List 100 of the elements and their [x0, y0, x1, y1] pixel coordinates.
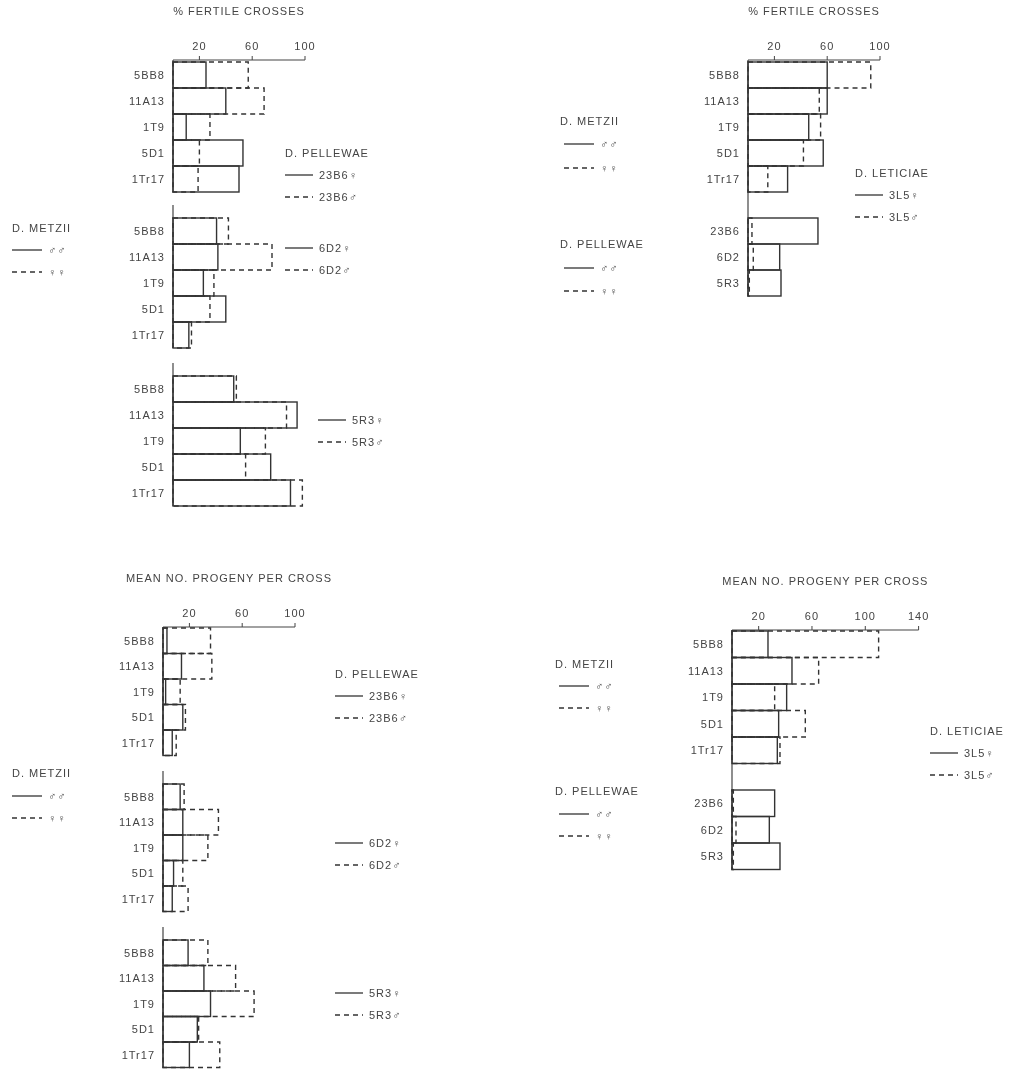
- text: ♀♀: [48, 266, 67, 278]
- y-tick-label: 11A13: [119, 660, 155, 673]
- y-tick-label: 1T9: [143, 435, 165, 447]
- legend-label: 6D2♂: [369, 859, 402, 871]
- y-tick-label: 1Tr17: [131, 173, 165, 185]
- y-tick-label: 5D1: [141, 461, 165, 473]
- y-tick-label: 5BB8: [124, 790, 155, 803]
- y-tick-label: 23B6: [710, 225, 740, 237]
- text: D. PELLEWAE: [555, 785, 639, 797]
- legend-label: 6D2♂: [319, 264, 352, 276]
- x-tick-label: 60: [245, 40, 260, 52]
- x-tick-label: 100: [869, 40, 891, 52]
- x-tick-label: 100: [854, 610, 876, 622]
- text: ♂♂: [600, 138, 619, 150]
- y-tick-label: 5D1: [700, 717, 724, 730]
- text: ♂♂: [48, 244, 67, 256]
- text: ♂♂: [48, 790, 67, 802]
- y-tick-label: 5BB8: [134, 69, 165, 81]
- legend-label: 3L5♂: [964, 769, 995, 781]
- y-tick-label: 11A13: [129, 251, 165, 263]
- y-tick-label: 5R3: [700, 850, 724, 863]
- y-tick-label: 5BB8: [693, 638, 724, 651]
- x-axis-title: % FERTILE CROSSES: [748, 5, 880, 17]
- legend-label: 5R3♂: [369, 1009, 402, 1021]
- y-tick-label: 5D1: [141, 147, 165, 159]
- text: ♀♀: [595, 702, 614, 714]
- y-tick-label: 1Tr17: [131, 329, 165, 341]
- y-tick-label: 1T9: [718, 121, 740, 133]
- y-tick-label: 5BB8: [124, 634, 155, 647]
- y-tick-label: 1Tr17: [131, 487, 165, 499]
- legend-label: 23B6♂: [369, 712, 408, 724]
- legend-title: D. PELLEWAE: [335, 668, 419, 680]
- y-tick-label: 1Tr17: [121, 1048, 155, 1061]
- legend-label: 3L5♀: [964, 747, 995, 759]
- text: ♀♀: [600, 285, 619, 297]
- legend-title: D. PELLEWAE: [285, 147, 369, 159]
- legend-label: 5R3♂: [352, 436, 385, 448]
- x-tick-label: 20: [182, 607, 197, 619]
- y-tick-label: 1T9: [143, 121, 165, 133]
- x-tick-label: 140: [907, 610, 930, 622]
- legend-label: 6D2♀: [319, 242, 352, 254]
- y-tick-label: 1T9: [702, 691, 724, 704]
- y-tick-label: 5D1: [141, 303, 165, 315]
- legend-label: 23B6♂: [319, 191, 358, 203]
- y-tick-label: 5D1: [716, 147, 740, 159]
- y-tick-label: 11A13: [704, 95, 740, 107]
- x-axis-title: MEAN NO. PROGENY PER CROSS: [125, 572, 333, 584]
- y-tick-label: 11A13: [129, 95, 165, 107]
- x-axis-title: % FERTILE CROSSES: [173, 5, 305, 17]
- legend-label: 23B6♀: [319, 169, 358, 181]
- y-tick-label: 5D1: [131, 711, 155, 724]
- text: ♀♀: [600, 162, 619, 174]
- text: D. METZII: [555, 658, 615, 670]
- x-tick-label: 60: [235, 607, 250, 619]
- y-tick-label: 1Tr17: [706, 173, 740, 185]
- y-tick-label: 5R3: [716, 277, 740, 289]
- legend-label: 5R3♀: [352, 414, 385, 426]
- y-tick-label: 5BB8: [134, 383, 165, 395]
- text: D. PELLEWAE: [560, 238, 644, 250]
- x-tick-label: 20: [751, 610, 766, 622]
- y-tick-label: 5BB8: [709, 69, 740, 81]
- legend-label: 3L5♀: [889, 189, 920, 201]
- y-tick-label: 11A13: [688, 664, 724, 677]
- legend-label: 3L5♂: [889, 211, 920, 223]
- text: D. METZII: [12, 222, 72, 234]
- y-tick-label: 5BB8: [124, 946, 155, 959]
- text: ♂♂: [600, 262, 619, 274]
- y-tick-label: 23B6: [694, 797, 724, 810]
- y-tick-label: 5D1: [131, 867, 155, 880]
- text: D. METZII: [12, 767, 72, 779]
- y-tick-label: 11A13: [119, 816, 155, 829]
- x-tick-label: 100: [284, 607, 306, 619]
- y-tick-label: 1T9: [133, 685, 155, 698]
- y-tick-label: 11A13: [119, 972, 155, 985]
- y-tick-label: 1Tr17: [690, 744, 724, 757]
- legend-title: D. LETICIAE: [930, 725, 1004, 737]
- bar: [731, 630, 880, 659]
- text: ♀♀: [595, 830, 614, 842]
- x-tick-label: 60: [820, 40, 835, 52]
- y-tick-label: 5BB8: [134, 225, 165, 237]
- y-tick-label: 1Tr17: [121, 892, 155, 905]
- legend-label: 6D2♀: [369, 837, 402, 849]
- legend-label: 23B6♀: [369, 690, 408, 702]
- x-tick-label: 60: [804, 610, 820, 622]
- text: ♂♂: [595, 680, 614, 692]
- y-tick-label: 6D2: [716, 251, 740, 263]
- legend-label: 5R3♀: [369, 987, 402, 999]
- x-tick-label: 20: [192, 40, 207, 52]
- x-tick-label: 20: [767, 40, 782, 52]
- legend-title: D. LETICIAE: [855, 167, 929, 179]
- text: ♂♂: [595, 808, 614, 820]
- y-tick-label: 1T9: [143, 277, 165, 289]
- y-tick-label: 11A13: [129, 409, 165, 421]
- y-tick-label: 1T9: [133, 997, 155, 1010]
- y-tick-label: 1T9: [133, 841, 155, 854]
- y-tick-label: 5D1: [131, 1023, 155, 1036]
- x-axis-title: MEAN NO. PROGENY PER CROSS: [722, 575, 929, 587]
- text: ♀♀: [48, 812, 67, 824]
- y-tick-label: 6D2: [700, 823, 724, 836]
- y-tick-label: 1Tr17: [121, 736, 155, 749]
